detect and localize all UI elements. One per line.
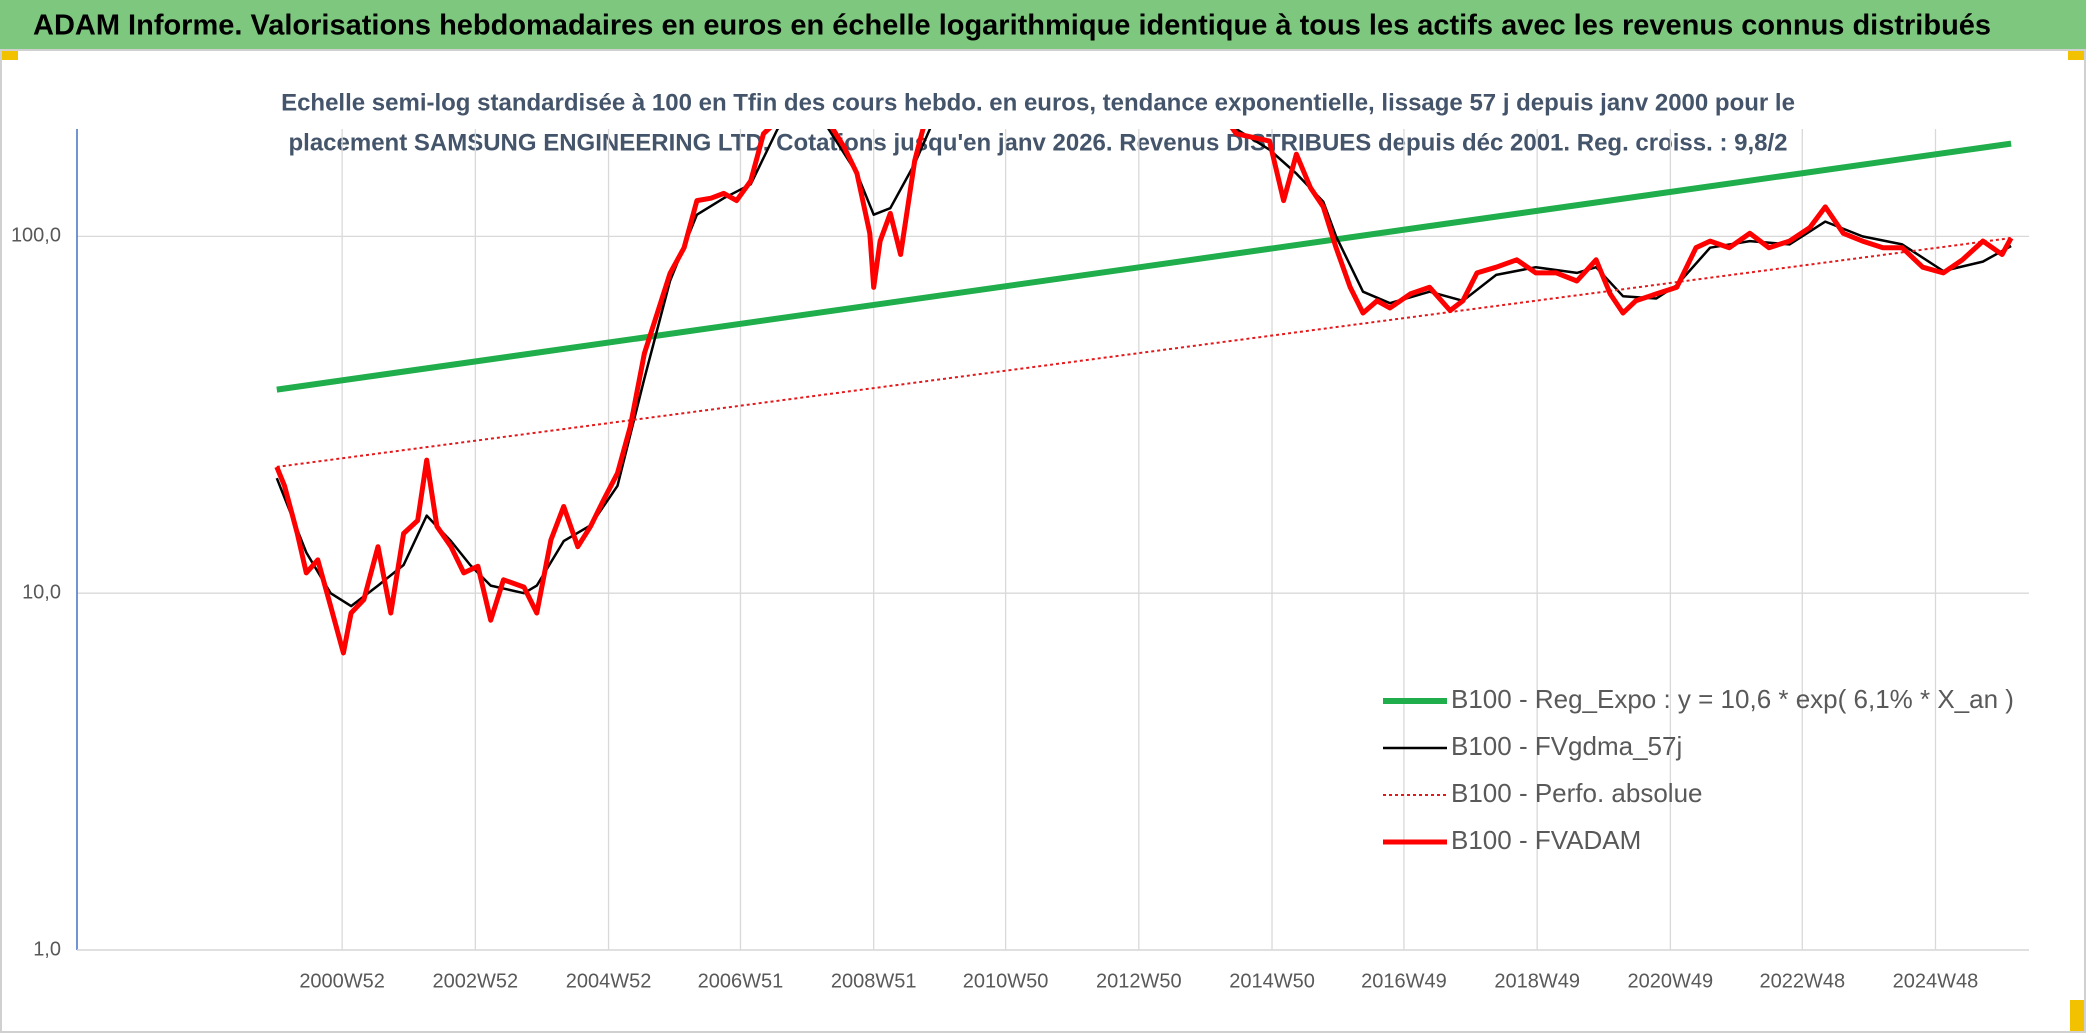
- legend-label: B100 - Perfo. absolue: [1451, 778, 1703, 808]
- x-tick-label: 2022W48: [1759, 970, 1845, 992]
- chart-title: placement SAMSUNG ENGINEERING LTD. Cotat…: [289, 129, 1788, 156]
- x-tick-label: 2004W52: [566, 970, 652, 992]
- x-tick-label: 2002W52: [433, 970, 519, 992]
- x-tick-label: 2024W48: [1893, 970, 1979, 992]
- x-tick-label: 2018W49: [1494, 970, 1580, 992]
- x-tick-label: 2010W50: [963, 970, 1049, 992]
- legend-label: B100 - FVgdma_57j: [1451, 731, 1682, 761]
- plot-area: [274, 129, 2014, 656]
- x-tick-label: 2012W50: [1096, 970, 1182, 992]
- x-tick-label: 2016W49: [1361, 970, 1447, 992]
- series-line: [276, 140, 2012, 393]
- y-tick-label: 10,0: [22, 581, 61, 603]
- legend-label: B100 - FVADAM: [1451, 825, 1641, 855]
- x-tick-label: 2020W49: [1628, 970, 1714, 992]
- header-title: ADAM Informe. Valorisations hebdomadaire…: [33, 10, 1991, 42]
- corner-accent: [0, 50, 18, 60]
- corner-accent: [2070, 1000, 2086, 1033]
- chart-title: Echelle semi-log standardisée à 100 en T…: [281, 89, 1795, 116]
- y-tick-label: 1,0: [33, 938, 61, 960]
- legend-label: B100 - Reg_Expo : y = 10,6 * exp( 6,1% *…: [1451, 684, 2014, 714]
- x-tick-label: 2008W51: [831, 970, 917, 992]
- frame: [0, 49, 2086, 1033]
- x-tick-label: 2006W51: [698, 970, 784, 992]
- series-line: [274, 129, 2014, 656]
- x-tick-label: 2000W52: [299, 970, 385, 992]
- corner-accent: [2068, 50, 2086, 60]
- x-tick-label: 2014W50: [1229, 970, 1315, 992]
- y-tick-label: 100,0: [11, 225, 61, 247]
- header-bar: [0, 0, 2086, 50]
